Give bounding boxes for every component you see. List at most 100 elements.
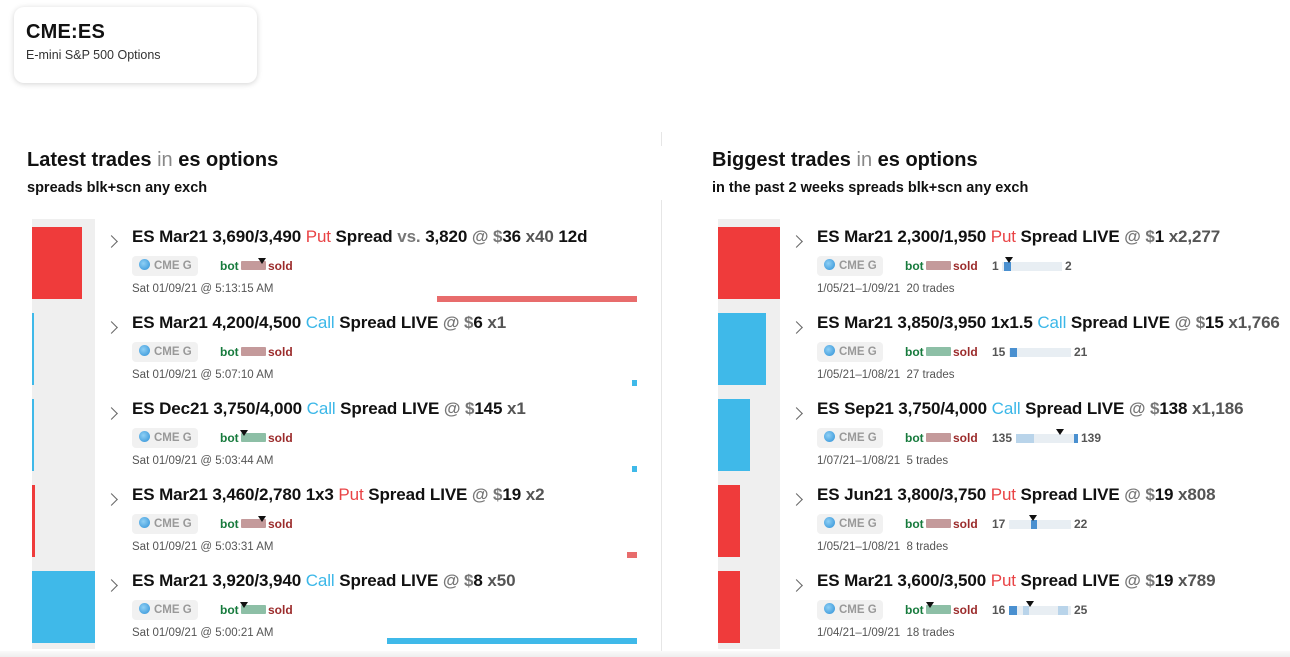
trade-size-bar bbox=[718, 571, 740, 643]
panel-title-in: in bbox=[157, 149, 173, 171]
globe-icon bbox=[824, 431, 835, 442]
range-track bbox=[1009, 606, 1071, 615]
panel-subtitle[interactable]: spreads blk+scn any exch bbox=[27, 180, 208, 196]
panel-title: Biggest trades in es options bbox=[712, 146, 1290, 174]
price-range: 16 25 bbox=[992, 601, 1112, 619]
trade-row[interactable]: ES Mar21 4,200/4,500 Call Spread LIVE @ … bbox=[27, 305, 637, 391]
panel-title: Latest trades in es options bbox=[27, 146, 627, 174]
chevron-right-icon[interactable] bbox=[105, 579, 118, 592]
sold-label: sold bbox=[268, 345, 293, 359]
bot-sold-indicator bbox=[240, 430, 266, 442]
trade-timestamp: Sat 01/09/21 @ 5:03:44 AM bbox=[132, 455, 274, 467]
trade-timestamp: Sat 01/09/21 @ 5:03:31 AM bbox=[132, 541, 274, 553]
chevron-right-icon[interactable] bbox=[790, 321, 803, 334]
range-high: 139 bbox=[1081, 431, 1102, 445]
panel-title-text: Latest trades bbox=[27, 149, 152, 171]
price-range: 17 22 bbox=[992, 515, 1112, 533]
chevron-right-icon[interactable] bbox=[790, 407, 803, 420]
range-marker bbox=[1056, 429, 1064, 435]
chevron-right-icon[interactable] bbox=[105, 407, 118, 420]
exchange-badge: CME G bbox=[817, 514, 883, 534]
panel-subtitle[interactable]: in the past 2 weeks spreads blk+scn any … bbox=[712, 180, 1029, 196]
sold-label: sold bbox=[953, 431, 978, 445]
trade-row[interactable]: ES Mar21 3,460/2,780 1x3 Put Spread LIVE… bbox=[27, 477, 637, 563]
range-fill bbox=[1031, 520, 1037, 529]
sold-label: sold bbox=[268, 517, 293, 531]
bot-sold-indicator bbox=[926, 519, 951, 528]
trade-size-bar bbox=[32, 227, 82, 299]
trade-size-bar bbox=[718, 313, 766, 385]
side-marker bbox=[240, 430, 248, 436]
range-low: 135 bbox=[992, 431, 1013, 445]
range-high: 25 bbox=[1074, 603, 1088, 617]
exchange-badge: CME G bbox=[132, 428, 198, 448]
exchange-badge: CME G bbox=[132, 514, 198, 534]
bot-label: bot bbox=[905, 603, 924, 617]
trade-description: ES Sep21 3,750/4,000 Call Spread LIVE @ … bbox=[817, 399, 1244, 418]
trade-description: ES Dec21 3,750/4,000 Call Spread LIVE @ … bbox=[132, 399, 526, 418]
bot-label: bot bbox=[220, 603, 239, 617]
globe-icon bbox=[824, 603, 835, 614]
trade-description: ES Mar21 3,850/3,950 1x1.5 Call Spread L… bbox=[817, 313, 1280, 332]
sold-label: sold bbox=[268, 259, 293, 273]
bot-label: bot bbox=[220, 431, 239, 445]
chevron-right-icon[interactable] bbox=[105, 321, 118, 334]
globe-icon bbox=[824, 345, 835, 356]
trade-timestamp: Sat 01/09/21 @ 5:13:15 AM bbox=[132, 283, 274, 295]
range-marker bbox=[1029, 515, 1037, 521]
bot-sold-indicator bbox=[926, 261, 951, 270]
bot-sold-indicator bbox=[241, 516, 266, 528]
chevron-right-icon[interactable] bbox=[790, 493, 803, 506]
trade-row[interactable]: ES Mar21 3,690/3,490 Put Spread vs. 3,82… bbox=[27, 219, 637, 305]
chevron-right-icon[interactable] bbox=[790, 235, 803, 248]
trade-date-range: 1/07/21–1/08/21 5 trades bbox=[817, 455, 949, 467]
range-fill-current bbox=[1074, 434, 1078, 443]
trade-size-bar bbox=[718, 485, 740, 557]
range-low: 15 bbox=[992, 345, 1006, 359]
trade-row[interactable]: ES Jun21 3,800/3,750 Put Spread LIVE @ $… bbox=[712, 477, 1290, 563]
ticker-card[interactable]: CME:ES E-mini S&P 500 Options bbox=[14, 7, 257, 83]
trade-date-range: 1/05/21–1/09/21 20 trades bbox=[817, 283, 955, 295]
trade-size-bar bbox=[32, 313, 34, 385]
globe-icon bbox=[824, 517, 835, 528]
range-track bbox=[1009, 520, 1071, 529]
trade-row[interactable]: ES Mar21 3,600/3,500 Put Spread LIVE @ $… bbox=[712, 563, 1290, 649]
sold-label: sold bbox=[268, 603, 293, 617]
panel-title-scope[interactable]: es options bbox=[877, 149, 978, 171]
premium-bar bbox=[632, 380, 637, 386]
range-high: 2 bbox=[1065, 259, 1072, 273]
globe-icon bbox=[139, 345, 150, 356]
trade-date-range: 1/04/21–1/09/21 18 trades bbox=[817, 627, 955, 639]
panel-title-in: in bbox=[856, 149, 873, 171]
trade-row[interactable]: ES Dec21 3,750/4,000 Call Spread LIVE @ … bbox=[27, 391, 637, 477]
chevron-right-icon[interactable] bbox=[105, 493, 118, 506]
latest-trades-panel: Latest trades in es options spreads blk+… bbox=[27, 146, 637, 649]
range-track bbox=[1016, 434, 1078, 443]
panel-title-scope[interactable]: es options bbox=[178, 149, 279, 171]
trade-description: ES Mar21 4,200/4,500 Call Spread LIVE @ … bbox=[132, 313, 507, 332]
side-marker bbox=[926, 602, 934, 608]
bot-label: bot bbox=[220, 345, 239, 359]
price-range: 15 21 bbox=[992, 345, 1112, 361]
trade-row[interactable]: ES Mar21 2,300/1,950 Put Spread LIVE @ $… bbox=[712, 219, 1290, 305]
column-divider bbox=[661, 200, 662, 657]
range-fill bbox=[1010, 348, 1017, 357]
bot-label: bot bbox=[905, 259, 924, 273]
trade-description: ES Mar21 2,300/1,950 Put Spread LIVE @ $… bbox=[817, 227, 1221, 246]
range-fill-high bbox=[1058, 606, 1068, 615]
trade-row[interactable]: ES Mar21 3,920/3,940 Call Spread LIVE @ … bbox=[27, 563, 637, 649]
globe-icon bbox=[139, 517, 150, 528]
ticker-name: E-mini S&P 500 Options bbox=[26, 48, 161, 62]
range-track bbox=[1002, 262, 1062, 271]
exchange-badge: CME G bbox=[132, 600, 198, 620]
chevron-right-icon[interactable] bbox=[105, 235, 118, 248]
range-high: 22 bbox=[1074, 517, 1088, 531]
trade-row[interactable]: ES Sep21 3,750/4,000 Call Spread LIVE @ … bbox=[712, 391, 1290, 477]
bottom-edge bbox=[0, 651, 1290, 657]
premium-bar bbox=[627, 552, 637, 558]
trade-row[interactable]: ES Mar21 3,850/3,950 1x1.5 Call Spread L… bbox=[712, 305, 1290, 391]
chevron-right-icon[interactable] bbox=[790, 579, 803, 592]
trade-description: ES Mar21 3,460/2,780 1x3 Put Spread LIVE… bbox=[132, 485, 545, 504]
biggest-trades-panel: Biggest trades in es options in the past… bbox=[712, 146, 1290, 649]
range-fill bbox=[1016, 434, 1034, 443]
